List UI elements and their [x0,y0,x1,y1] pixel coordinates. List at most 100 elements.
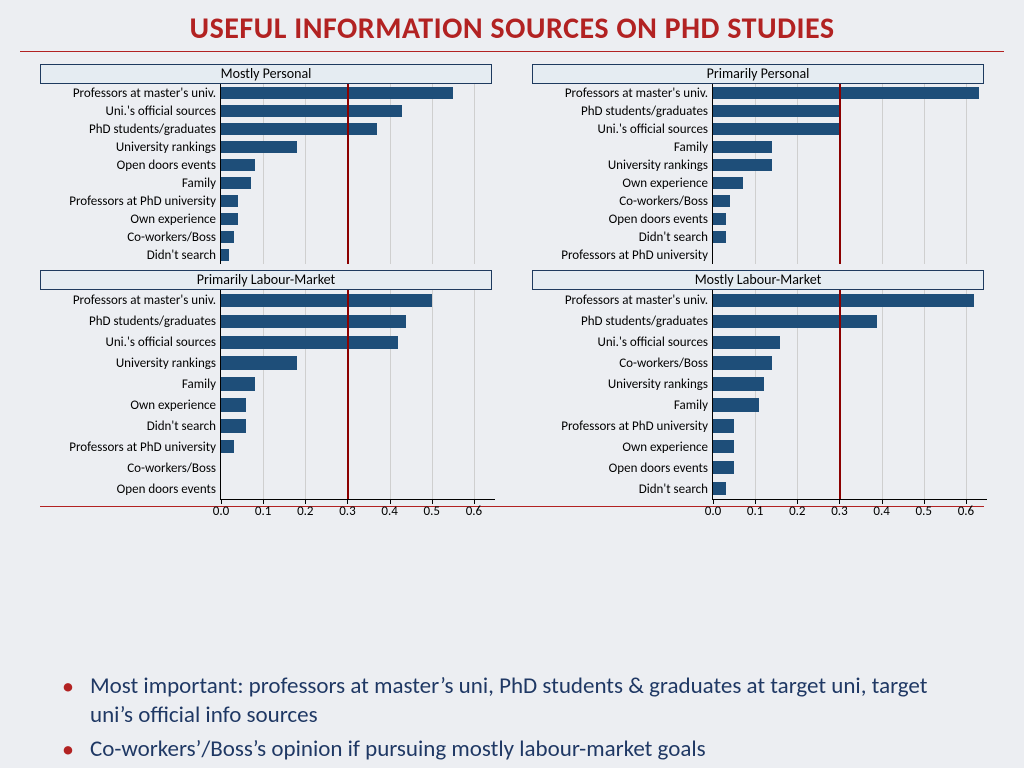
bar-cell [221,156,495,174]
bullet-item: Most important: professors at master’s u… [90,672,954,731]
x-tick-label: 0.1 [747,504,763,519]
bar-cell [221,478,495,499]
bar [221,249,229,261]
x-tick-label: 0.5 [424,504,440,519]
y-axis-label: Own experience [40,210,220,228]
y-axis-label: Co-workers/Boss [532,192,712,210]
y-axis-label: Own experience [40,395,220,416]
y-axis-label: Open doors events [532,210,712,228]
x-tick-label: 0.6 [958,504,974,519]
bullet-item: Co-workers’/Boss’s opinion if pursuing m… [90,735,954,764]
y-axis-label: PhD students/graduates [532,311,712,332]
plot-area [220,84,495,264]
y-axis-label: Open doors events [532,458,712,479]
bar-cell [713,332,987,353]
bar [713,87,979,99]
bullet-list: Most important: professors at master’s u… [0,662,1024,768]
y-axis-label: PhD students/graduates [40,120,220,138]
x-tick-label: 0.2 [297,504,313,519]
bar [713,336,780,349]
chart-title: Mostly Labour-Market [532,270,984,290]
bar-cell [713,415,987,436]
y-axis-label: Co-workers/Boss [40,228,220,246]
y-axis-labels: Professors at master's univ.PhD students… [532,84,712,264]
bar-cell [221,120,495,138]
bar [713,123,839,135]
y-axis-label: Open doors events [40,479,220,500]
y-axis-labels: Professors at master's univ.PhD students… [40,290,220,500]
bar-cell [713,174,987,192]
bar [713,440,734,453]
bar-cell [221,84,495,102]
x-tick-label: 0.6 [466,504,482,519]
x-tick-label: 0.0 [213,504,229,519]
bar [713,105,839,117]
bar-cell [713,84,987,102]
y-axis-label: Uni.'s official sources [40,102,220,120]
bar [713,231,726,243]
page-title: USEFUL INFORMATION SOURCES ON PHD STUDIE… [20,10,1004,47]
x-tick-label: 0.5 [916,504,932,519]
bar-cell [713,210,987,228]
bar [713,419,734,432]
bar-cell [713,353,987,374]
bar-cell [221,457,495,478]
bar-chart: Primarily PersonalProfessors at master's… [532,64,984,264]
y-axis-label: University rankings [532,374,712,395]
bar [221,105,402,117]
bar [713,195,730,207]
y-axis-label: Family [40,174,220,192]
y-axis-label: Open doors events [40,156,220,174]
chart-title: Primarily Personal [532,64,984,84]
bar [713,159,772,171]
charts-row-top: Mostly PersonalProfessors at master's un… [40,64,984,264]
bar [221,213,238,225]
bar [221,336,398,349]
bar-cell [713,192,987,210]
bar-cell [221,311,495,332]
bar [713,141,772,153]
bar-cell [713,374,987,395]
bar-cell [221,138,495,156]
y-axis-label: Family [40,374,220,395]
bar-cell [713,436,987,457]
bar-cell [713,311,987,332]
bar [713,294,974,307]
y-axis-label: PhD students/graduates [532,102,712,120]
x-tick-label: 0.0 [705,504,721,519]
y-axis-label: Family [532,138,712,156]
bar-cell [713,457,987,478]
bar-cell [221,374,495,395]
bar [221,377,255,390]
bar [713,482,726,495]
bar-chart: Primarily Labour-MarketProfessors at mas… [40,270,492,500]
title-divider [20,51,1004,52]
title-block: USEFUL INFORMATION SOURCES ON PHD STUDIE… [0,0,1024,56]
bar [221,87,453,99]
reference-line [839,290,841,499]
bar [221,231,234,243]
bar-cell [221,353,495,374]
x-axis: 0.00.10.20.30.40.50.6 [713,499,987,523]
bar-chart: Mostly Labour-MarketProfessors at master… [532,270,984,500]
y-axis-label: Professors at master's univ. [40,290,220,311]
x-tick-label: 0.1 [255,504,271,519]
y-axis-label: Professors at master's univ. [40,84,220,102]
bar-chart: Mostly PersonalProfessors at master's un… [40,64,492,264]
bar-cell [221,174,495,192]
bar [713,356,772,369]
y-axis-label: Family [532,395,712,416]
bar [221,177,251,189]
bar-cell [713,246,987,264]
y-axis-label: Professors at master's univ. [532,84,712,102]
bar-cell [221,210,495,228]
bar [221,440,234,453]
bar-cell [221,332,495,353]
y-axis-label: Professors at PhD university [532,246,712,264]
bar [221,315,406,328]
y-axis-label: Uni.'s official sources [40,332,220,353]
chart-title: Mostly Personal [40,64,492,84]
y-axis-labels: Professors at master's univ.Uni.'s offic… [40,84,220,264]
bar [221,419,246,432]
y-axis-label: Didn't search [532,228,712,246]
